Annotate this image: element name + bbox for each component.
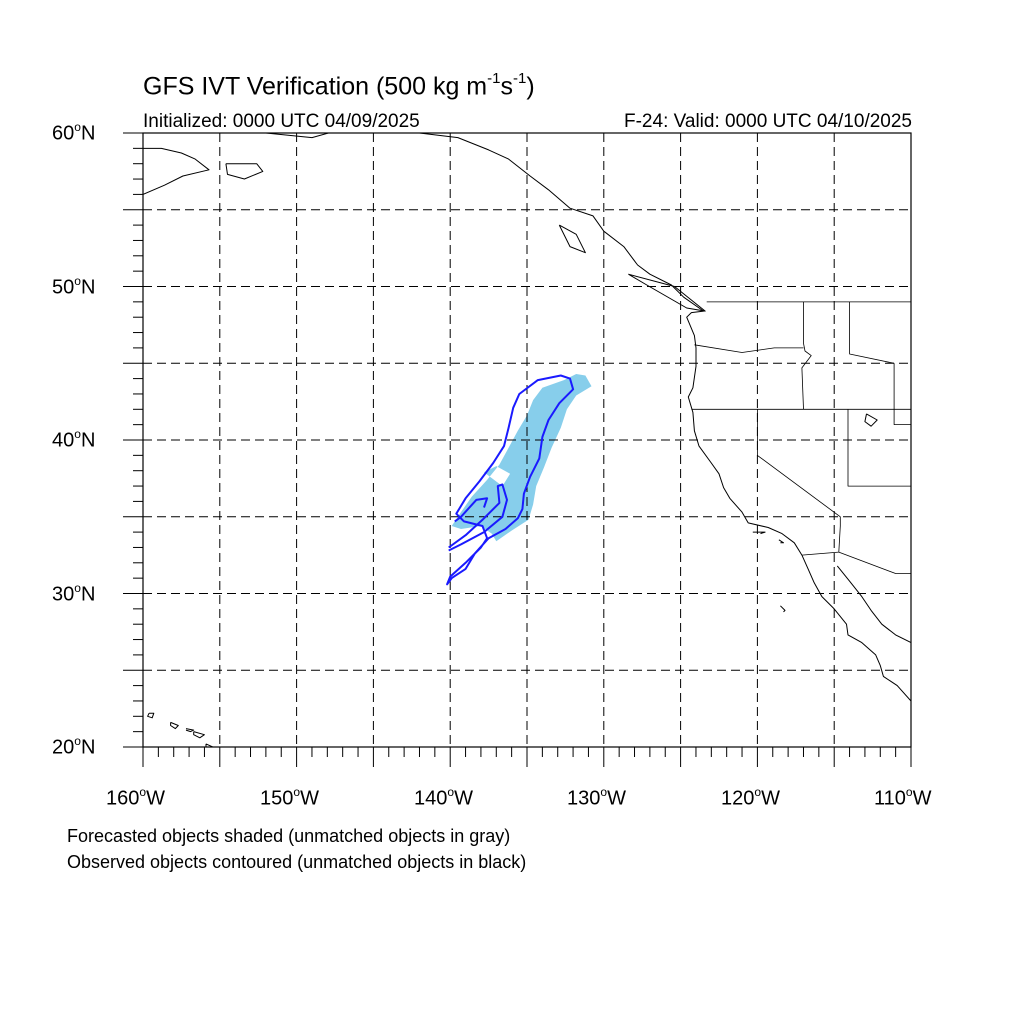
lat-label-30n: 30oN — [52, 581, 96, 606]
coastline — [265, 133, 911, 702]
lat-label-40n: 40oN — [52, 427, 96, 452]
island-outline — [558, 224, 586, 254]
island-outline — [628, 273, 706, 312]
hawaii-island — [147, 712, 155, 719]
grid-layer — [143, 133, 911, 747]
gulf-of-california-coast — [836, 565, 911, 644]
lon-label-110w: 110oW — [874, 785, 932, 810]
lon-label-130w: 130oW — [567, 785, 626, 810]
lake-outline — [864, 413, 878, 427]
note-observed: Observed objects contoured (unmatched ob… — [67, 852, 527, 872]
forecast-object-layer — [451, 374, 592, 542]
island-outline — [780, 605, 786, 613]
lon-label-140w: 140oW — [414, 785, 473, 810]
observed-object-contour — [448, 483, 508, 552]
political-border — [893, 363, 911, 426]
hawaii-island — [185, 728, 195, 733]
observed-object-contour — [446, 374, 575, 586]
island-outline — [752, 531, 766, 535]
observed-object-contour — [454, 497, 489, 523]
lat-label-20n: 20oN — [52, 734, 96, 759]
lon-label-120w: 120oW — [721, 785, 780, 810]
observed-object-layer — [446, 374, 575, 586]
hawaii-island — [170, 721, 179, 730]
political-border — [694, 344, 804, 353]
political-border — [849, 301, 895, 364]
island-outline — [778, 539, 784, 544]
init-time-label: Initialized: 0000 UTC 04/09/2025 — [143, 111, 420, 132]
tick-marks — [123, 132, 912, 767]
hawaii-island — [193, 731, 205, 739]
note-forecast: Forecasted objects shaded (unmatched obj… — [67, 826, 511, 846]
forecast-object — [451, 374, 592, 542]
geography-layer — [143, 133, 911, 747]
kodiak-island — [225, 163, 264, 180]
valid-time-label: F-24: Valid: 0000 UTC 04/10/2025 — [624, 111, 912, 132]
political-border — [801, 301, 812, 410]
political-border — [757, 409, 841, 556]
lon-label-160w: 160oW — [106, 785, 165, 810]
alaska-peninsula-coast — [143, 147, 210, 195]
political-border — [838, 551, 911, 574]
hawaii-island — [205, 743, 215, 747]
political-border — [847, 409, 911, 487]
lat-label-50n: 50oN — [52, 274, 96, 299]
lat-label-60n: 60oN — [52, 120, 96, 145]
page-title: GFS IVT Verification (500 kg m-1s-1) — [143, 70, 535, 101]
lon-label-150w: 150oW — [260, 785, 319, 810]
